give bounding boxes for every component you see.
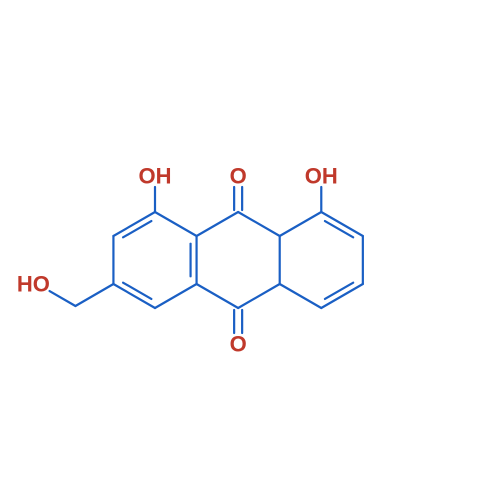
molecule-diagram: O O OH OH HO (0, 0, 500, 500)
svg-text:OH: OH (139, 164, 172, 189)
svg-text:O: O (230, 164, 247, 189)
svg-text:HO: HO (17, 272, 50, 297)
svg-text:O: O (230, 332, 247, 357)
svg-text:OH: OH (305, 164, 338, 189)
